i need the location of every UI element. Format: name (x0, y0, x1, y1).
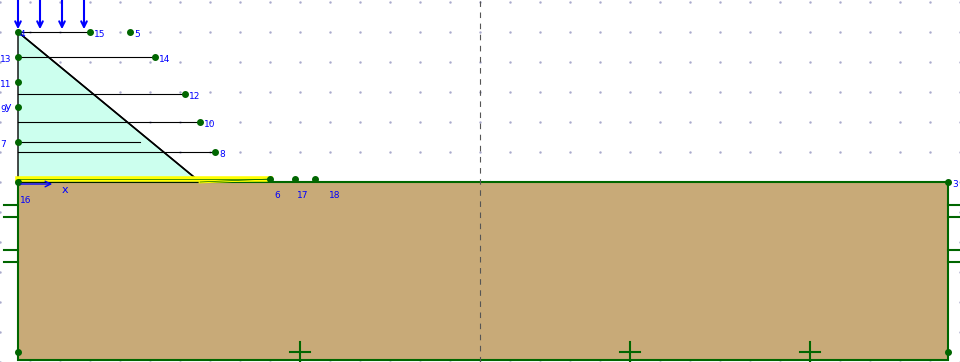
Text: 13: 13 (0, 55, 12, 64)
Text: 10: 10 (204, 120, 215, 129)
Text: 4: 4 (20, 30, 26, 39)
Text: 12: 12 (189, 92, 201, 101)
Polygon shape (18, 32, 200, 182)
Text: 5: 5 (134, 30, 140, 39)
Text: x: x (61, 185, 68, 195)
Text: 7: 7 (0, 140, 6, 149)
Text: 18: 18 (329, 191, 341, 200)
Text: 8: 8 (219, 150, 225, 159)
Text: 14: 14 (159, 55, 170, 64)
Text: 16: 16 (20, 196, 32, 205)
Polygon shape (18, 182, 948, 360)
Text: 17: 17 (297, 191, 308, 200)
Text: 15: 15 (94, 30, 106, 39)
Text: 3: 3 (952, 180, 958, 189)
Text: 6: 6 (274, 191, 279, 200)
Text: y: y (5, 102, 12, 112)
Text: 11: 11 (0, 80, 12, 89)
Text: 9: 9 (0, 105, 6, 114)
